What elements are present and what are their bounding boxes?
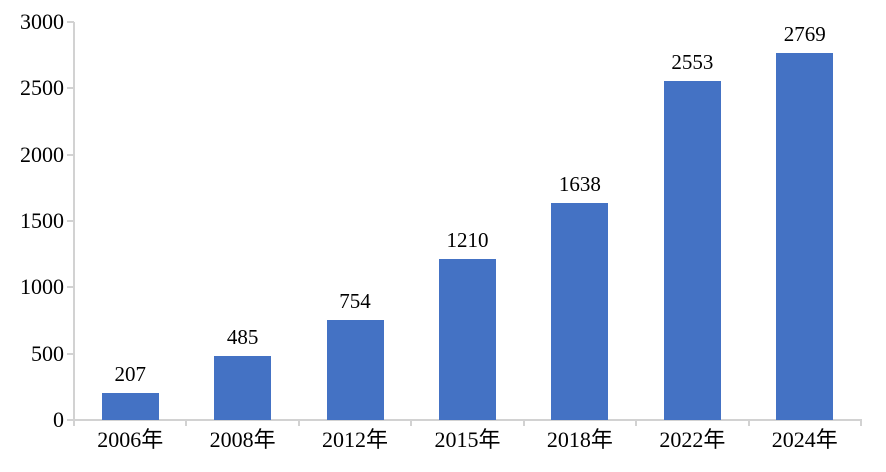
x-axis-category-label: 2008年	[209, 427, 276, 452]
bar-value-label: 485	[226, 324, 259, 349]
x-axis-category-label: 2006年	[97, 427, 164, 452]
x-axis-category-label: 2018年	[546, 427, 613, 452]
y-axis-tick-label: 0	[53, 407, 64, 432]
y-axis-tick-label: 500	[31, 340, 64, 366]
y-tick	[67, 419, 74, 421]
y-tick	[67, 87, 74, 90]
bar-value-label: 207	[114, 361, 146, 386]
y-axis-tick-label: 2500	[20, 75, 64, 101]
y-tick	[67, 153, 74, 156]
y-axis-line	[73, 22, 75, 420]
x-axis-category-label: 2012年	[322, 427, 389, 452]
bar	[326, 319, 384, 420]
bar-value-label: 2553	[671, 50, 714, 75]
y-axis-tick-label: 1000	[20, 274, 64, 300]
y-axis-tick-label: 1500	[20, 208, 64, 233]
bar	[214, 355, 272, 420]
x-axis-category-label: 2022年	[659, 427, 726, 452]
x-tick	[860, 420, 862, 426]
bar-value-label: 1638	[558, 171, 601, 196]
y-tick	[67, 352, 74, 355]
bar-value-label: 2769	[783, 21, 826, 46]
y-tick	[67, 220, 74, 222]
x-tick	[522, 420, 525, 426]
bar-value-label: 754	[339, 288, 371, 313]
y-tick	[67, 286, 74, 289]
y-axis-tick-label: 3000	[20, 9, 64, 34]
x-axis-category-label: 2024年	[771, 427, 838, 452]
x-tick	[185, 420, 188, 426]
x-tick	[410, 420, 413, 426]
bar	[439, 259, 496, 420]
y-tick	[67, 21, 74, 23]
x-axis-line	[73, 419, 862, 421]
x-tick	[635, 420, 638, 426]
y-axis-tick-label: 2000	[20, 141, 64, 167]
bar	[776, 52, 834, 420]
bar	[551, 202, 609, 420]
bar	[663, 81, 721, 420]
bar-value-label: 1210	[446, 228, 489, 253]
x-tick	[73, 420, 75, 426]
bar	[101, 392, 159, 420]
x-tick	[297, 420, 300, 426]
x-tick	[747, 420, 750, 426]
x-axis-category-label: 2015年	[434, 427, 501, 452]
